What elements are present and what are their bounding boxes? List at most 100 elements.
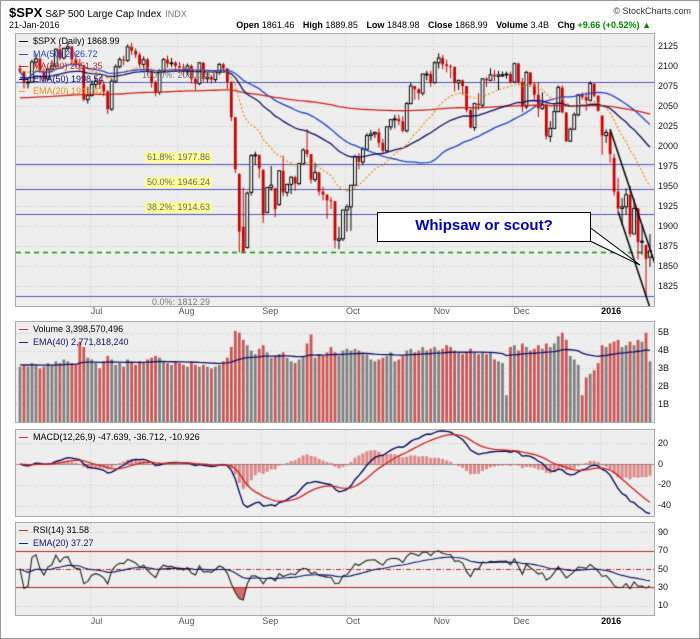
- macd-canvas: [16, 430, 654, 516]
- line-swatch-icon: —: [19, 73, 28, 84]
- line-swatch-icon: —: [19, 537, 28, 548]
- volume-panel: — Volume 3,398,570,496 — EMA(40) 2,771,818,…: [15, 321, 655, 423]
- y-axis-label: 1850: [658, 260, 679, 271]
- legend-label: MA(200) 2051.35: [33, 61, 103, 71]
- y-axis-label: 20: [658, 437, 669, 448]
- line-swatch-icon: —: [19, 61, 28, 71]
- index-name: S&P 500 Large Cap Index: [45, 9, 162, 20]
- y-axis-label: 2025: [658, 120, 679, 131]
- macd-legend: — MACD(12,26,9) -47.639, -36.712, -10.926: [19, 432, 200, 445]
- y-axis-label: 5B: [658, 327, 670, 338]
- legend-label: MA(50) 2026.72: [33, 48, 98, 59]
- y-axis-label: 1925: [658, 200, 679, 211]
- y-axis-label: 50: [658, 563, 669, 574]
- line-swatch-icon: —: [19, 48, 28, 59]
- legend-item: — MA(50) 2026.72: [19, 49, 120, 62]
- volume-value: 3.4B: [530, 20, 549, 30]
- price-legend: — $SPX (Daily) 1868.99 — MA(50) 2026.72 — MA(…: [19, 36, 120, 99]
- line-swatch-icon: —: [19, 36, 28, 46]
- y-axis-label: 90: [658, 526, 669, 537]
- volume-canvas: [16, 322, 654, 422]
- y-axis-label: 4B: [658, 345, 670, 356]
- y-axis-label: 1975: [658, 160, 679, 171]
- legend-label: EMA(20) 1949.42: [33, 86, 104, 96]
- legend-label: RSI(14) 31.58: [33, 525, 90, 535]
- line-swatch-icon: —: [19, 336, 28, 347]
- y-axis-label: 10: [658, 600, 669, 611]
- macd-panel: — MACD(12,26,9) -47.639, -36.712, -10.926: [15, 429, 655, 517]
- legend-label: $SPX (Daily) 1868.99: [33, 36, 120, 46]
- x-axis-label: Sep: [262, 616, 279, 626]
- legend-item: — Volume 3,398,570,496: [19, 324, 129, 337]
- volume-legend: — Volume 3,398,570,496 — EMA(40) 2,771,818,…: [19, 324, 129, 349]
- x-axis-label: Oct: [345, 616, 360, 626]
- annotation-text: Whipsaw or scout?: [415, 217, 553, 234]
- legend-label: EMA(40) 2,771,818,240: [33, 336, 129, 347]
- x-axis-label: 2016: [601, 306, 622, 316]
- x-axis-label: Nov: [433, 306, 450, 316]
- x-axis-label: Dec: [513, 616, 530, 626]
- annotation-callout: Whipsaw or scout?: [377, 212, 591, 242]
- y-axis-label: 3B: [658, 362, 670, 373]
- y-axis-label: 2075: [658, 80, 679, 91]
- copyright-label: © StockCharts.com: [613, 6, 691, 16]
- legend-item: — RSI(14) 31.58: [19, 525, 94, 538]
- legend-item: — EMA(40) 2,771,818,240: [19, 337, 129, 350]
- x-axis-label: Sep: [262, 306, 279, 316]
- legend-item: — MACD(12,26,9) -47.639, -36.712, -10.926: [19, 432, 200, 445]
- x-axis-label: Jul: [90, 306, 103, 316]
- fib-level-label: 61.8%: 1977.86: [144, 151, 212, 163]
- open-value: 1861.46: [261, 20, 295, 30]
- x-axis-label: 2016: [601, 616, 622, 626]
- legend-label: EMA(50) 1998.54: [33, 73, 104, 84]
- rsi-panel: — RSI(14) 31.58 — EMA(20) 37.27: [15, 522, 655, 616]
- fib-level-label: 38.2%: 1914.63: [144, 202, 212, 214]
- ohlc-quote: Open 1861.46 High 1889.85 Low 1848.98 Cl…: [230, 20, 651, 30]
- price-canvas: [16, 34, 654, 306]
- fib-level-label: 100.0%: 2080.19: [141, 69, 210, 80]
- low-value: 1848.98: [386, 20, 420, 30]
- y-axis-label: 1900: [658, 220, 679, 231]
- fib-level-label: 50.0%: 1946.24: [144, 177, 212, 188]
- y-axis-label: 2000: [658, 140, 679, 151]
- y-axis-label: 70: [658, 545, 669, 556]
- chg-value: +9.66 (+0.52%): [577, 20, 640, 30]
- chg-up-arrow-icon: ▲: [642, 20, 651, 30]
- y-axis-label: -40: [658, 500, 672, 511]
- legend-item: — $SPX (Daily) 1868.99: [19, 36, 120, 49]
- y-axis-label: 2100: [658, 60, 679, 71]
- x-axis-label: Jul: [90, 616, 103, 626]
- x-axis-label: Nov: [433, 616, 450, 626]
- y-axis-label: -20: [658, 479, 672, 490]
- y-axis-label: 0: [658, 458, 664, 469]
- ticker-symbol: $SPX: [9, 5, 43, 20]
- y-axis-label: 30: [658, 581, 669, 592]
- legend-item: — MA(200) 2051.35: [19, 61, 120, 74]
- y-axis-label: 2B: [658, 380, 670, 391]
- chart-date: 21-Jan-2016: [9, 20, 60, 30]
- close-label: Close: [428, 20, 453, 30]
- volume-label: Volume: [496, 20, 528, 30]
- high-value: 1889.85: [325, 20, 358, 30]
- legend-item: — EMA(50) 1998.54: [19, 74, 120, 87]
- rsi-canvas: [16, 523, 654, 615]
- legend-item: — EMA(20) 37.27: [19, 538, 94, 551]
- x-axis-label: Dec: [513, 306, 530, 316]
- y-axis-label: 1950: [658, 180, 679, 191]
- y-axis-label: 1875: [658, 240, 679, 251]
- line-swatch-icon: —: [19, 525, 28, 535]
- exchange-label: INDX: [165, 9, 187, 19]
- x-axis-label: Aug: [178, 306, 195, 316]
- open-label: Open: [236, 20, 260, 30]
- legend-label: EMA(20) 37.27: [33, 537, 94, 548]
- x-axis-label: Aug: [178, 616, 195, 626]
- y-axis-label: 1825: [658, 280, 679, 291]
- legend-label: Volume 3,398,570,496: [33, 324, 124, 334]
- rsi-legend: — RSI(14) 31.58 — EMA(20) 37.27: [19, 525, 94, 550]
- legend-item: -- EMA(20) 1949.42: [19, 86, 120, 99]
- y-axis-label: 2050: [658, 100, 679, 111]
- y-axis-label: 1B: [658, 398, 670, 409]
- line-swatch-icon: --: [19, 86, 25, 96]
- line-swatch-icon: —: [19, 324, 28, 334]
